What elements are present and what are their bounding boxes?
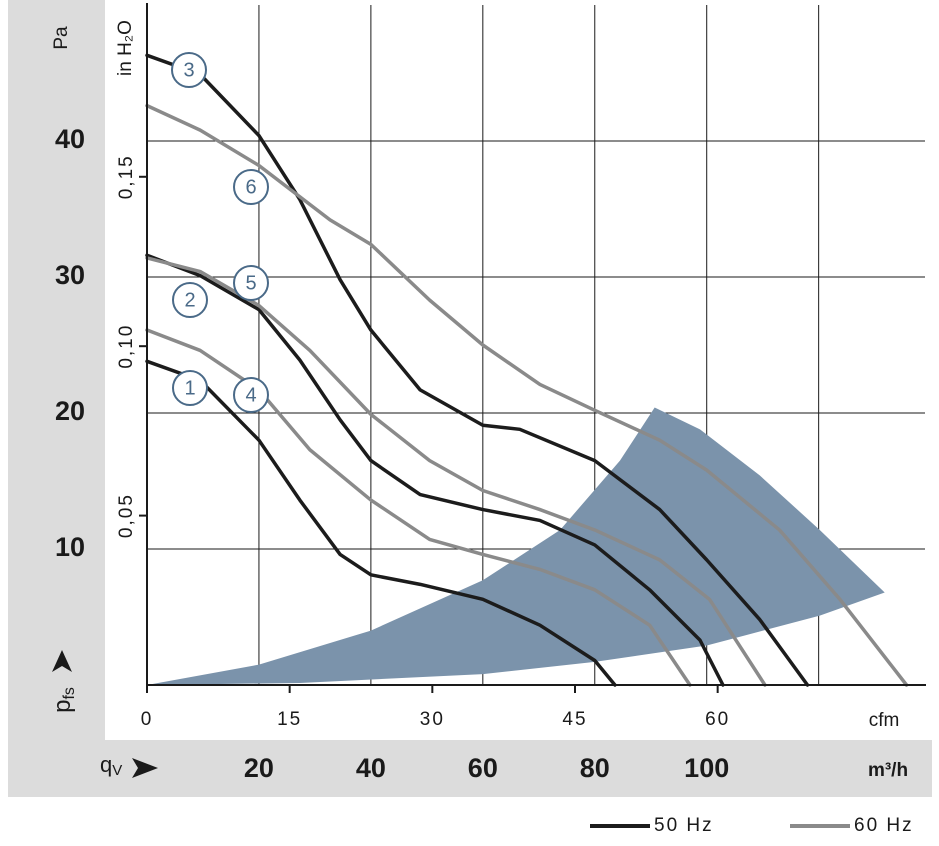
series-line — [145, 253, 725, 687]
y2-tick-label: 0,15 — [116, 154, 137, 199]
y2-tick-label: 0,10 — [116, 324, 137, 369]
series-line — [145, 103, 909, 687]
callout-circle — [233, 169, 269, 205]
callout-circle — [171, 52, 207, 88]
callouts: 1 2 3 4 5 6 — [171, 52, 269, 413]
x2-tick-label: 60 — [705, 709, 730, 730]
operating-range — [147, 407, 885, 685]
x-arrow — [132, 758, 158, 778]
series-line — [145, 328, 692, 687]
y2-label: in H₂O — [115, 20, 136, 76]
legend: 50 Hz 60 Hz — [590, 815, 914, 836]
x-tick-label: 100 — [684, 753, 729, 783]
series-line — [145, 359, 617, 687]
region-layer — [147, 407, 885, 685]
x-tick-label: 40 — [356, 753, 386, 783]
x-tick-label: 80 — [580, 753, 610, 783]
callout-label: 2 — [184, 289, 195, 311]
x2-tick-label: 45 — [562, 709, 587, 730]
callout-label: 6 — [245, 176, 256, 198]
y-tick-label: 10 — [55, 532, 85, 562]
y-tick-label: 20 — [55, 396, 85, 426]
callout-label: 3 — [183, 59, 194, 81]
x2-tick-label: 0 — [141, 709, 154, 730]
legend-label: 50 Hz — [654, 815, 714, 836]
callout-circle — [233, 377, 269, 413]
x2-label: cfm — [869, 710, 900, 731]
y-tick-label: 30 — [55, 260, 85, 290]
callout-label: 1 — [184, 377, 195, 399]
x-tick-label: 20 — [244, 753, 274, 783]
callout-circle — [172, 282, 208, 318]
y-quantity: pfs — [49, 687, 78, 713]
y-quantity-symbol: p — [49, 700, 76, 713]
legend-label: 60 Hz — [854, 815, 914, 836]
x-quantity: qV — [100, 752, 122, 779]
x2-tick-label: 30 — [420, 709, 445, 730]
y-label: Pa — [51, 26, 72, 50]
y-quantity-subscript: fs — [61, 687, 78, 699]
y-tick-label: 40 — [55, 124, 85, 154]
y2-tick-label: 0,05 — [116, 493, 137, 538]
x2-tick-label: 15 — [277, 709, 302, 730]
callout-label: 5 — [245, 272, 256, 294]
x-quantity-symbol: q — [100, 752, 112, 777]
callout-label: 4 — [245, 384, 256, 406]
x-tick-label: 60 — [468, 753, 498, 783]
bottom-panel — [8, 740, 932, 797]
callout-circle — [172, 370, 208, 406]
series-line — [145, 53, 810, 687]
y-arrow — [52, 650, 72, 672]
x-quantity-subscript: V — [112, 762, 122, 779]
callout-circle — [233, 265, 269, 301]
x-label: m³/h — [868, 760, 908, 781]
